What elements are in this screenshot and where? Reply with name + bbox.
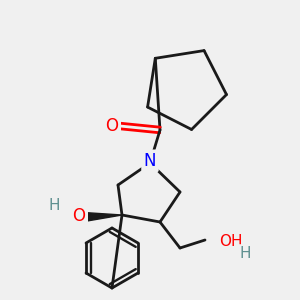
Text: O: O [106,117,118,135]
Text: N: N [144,152,156,170]
Text: OH: OH [219,235,242,250]
Text: O: O [73,207,85,225]
Text: H: H [239,247,251,262]
Polygon shape [84,212,122,221]
Text: H: H [48,197,60,212]
